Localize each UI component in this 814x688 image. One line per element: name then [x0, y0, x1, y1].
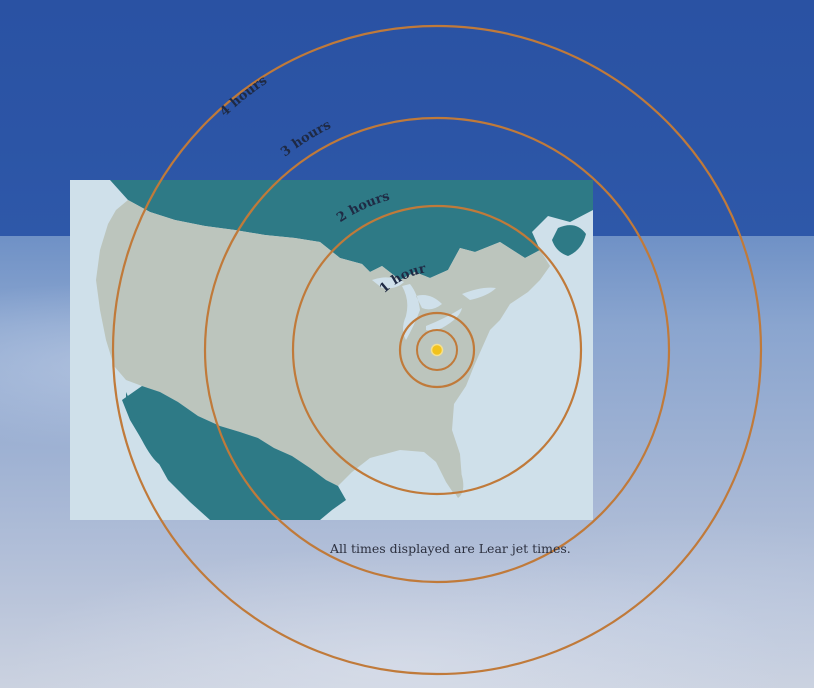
ring-label-2-hours: 2 hours [334, 189, 391, 226]
ring-3-hours [203, 116, 671, 584]
ring-1-hour [398, 311, 476, 389]
great-lakes [372, 277, 496, 340]
ring-4-hours [111, 24, 763, 676]
ring-inner [416, 329, 458, 371]
origin-dot-icon [430, 343, 444, 357]
map-shapes [70, 180, 593, 520]
canada-land [110, 180, 593, 280]
ring-label-4-hours: 4 hours [217, 73, 270, 120]
ring-label-1-hour: 1 hour [377, 261, 427, 296]
ring-2-hours [291, 204, 583, 496]
map-caption: All times displayed are Lear jet times. [330, 541, 571, 556]
florida-land [442, 450, 464, 498]
us-land [96, 200, 550, 494]
newfoundland-land [552, 225, 586, 256]
ring-label-3-hours: 3 hours [278, 118, 333, 161]
mexico-land [122, 386, 346, 520]
us-map [70, 180, 593, 520]
baja-peninsula [126, 392, 162, 466]
